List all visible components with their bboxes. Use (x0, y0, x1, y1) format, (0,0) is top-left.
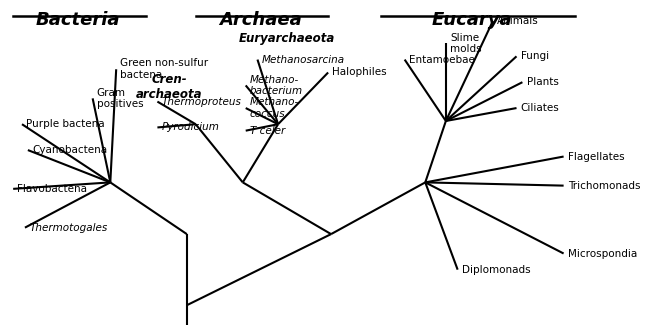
Text: Archaea: Archaea (219, 11, 302, 29)
Text: Bacteria: Bacteria (35, 11, 120, 29)
Text: T celer: T celer (250, 126, 285, 136)
Text: Gram
positives: Gram positives (97, 88, 143, 109)
Text: Fungi: Fungi (521, 51, 549, 61)
Text: Flavobactena: Flavobactena (17, 184, 87, 194)
Text: Entamoebae: Entamoebae (409, 54, 475, 65)
Text: Halophiles: Halophiles (332, 67, 387, 78)
Text: Plants: Plants (526, 77, 559, 87)
Text: Methano-
coccus: Methano- coccus (250, 97, 299, 119)
Text: Animals: Animals (497, 16, 539, 26)
Text: Methano-
bacterium: Methano- bacterium (250, 75, 303, 96)
Text: Diplomonads: Diplomonads (462, 265, 530, 275)
Text: Thermotogales: Thermotogales (29, 223, 107, 233)
Text: Slime
molds: Slime molds (450, 33, 482, 54)
Text: Ciliates: Ciliates (521, 103, 559, 113)
Text: Pyrodicium: Pyrodicium (161, 123, 219, 132)
Text: Trichomonads: Trichomonads (568, 181, 640, 191)
Text: Thermoproteus: Thermoproteus (161, 96, 241, 107)
Text: Microspondia: Microspondia (568, 248, 637, 259)
Text: Cyanobactena: Cyanobactena (32, 145, 107, 155)
Text: Euryarchaeota: Euryarchaeota (239, 32, 335, 45)
Text: Eucarya: Eucarya (432, 11, 513, 29)
Text: Flagellates: Flagellates (568, 152, 624, 162)
Text: Cren-
archaeota: Cren- archaeota (136, 73, 203, 101)
Text: Green non-sulfur
bactena: Green non-sulfur bactena (121, 58, 208, 80)
Text: Purple bactena: Purple bactena (26, 119, 104, 129)
Text: Methanosarcina: Methanosarcina (262, 54, 344, 65)
